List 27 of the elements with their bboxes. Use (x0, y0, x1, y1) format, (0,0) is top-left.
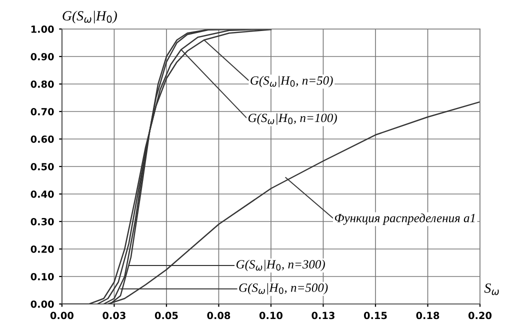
y-tick-label: 1.00 (31, 25, 54, 33)
annotation: G(S$_{ω}$|H$_{0}$, n=50) (250, 76, 333, 88)
x-tick-label: 0.08 (207, 312, 230, 320)
y-tick-label: 0.50 (30, 162, 54, 170)
y-tick-label: 0.40 (30, 190, 54, 198)
y-tick-label: 0.20 (30, 245, 54, 253)
y-tick-label: 0.10 (30, 272, 54, 280)
y-axis-title: G(S$_{ω}$|H$_{0}$) (62, 10, 117, 24)
x-tick-label: 0.10 (259, 312, 283, 320)
x-tick-label: 0.03 (102, 312, 126, 320)
y-tick-label: 0.30 (30, 218, 54, 226)
y-tick-label: 0.00 (30, 300, 54, 308)
annotation: G(S$_{ω}$|H$_{0}$, n=100) (248, 113, 337, 125)
annotation: G(S$_{ω}$|H$_{0}$, n=300) (236, 260, 325, 272)
annotation: G(S$_{ω}$|H$_{0}$, n=500) (239, 283, 328, 294)
annotation: Функция распределения a1 (334, 213, 475, 225)
x-axis-title: S$_{ω}$ (484, 283, 499, 296)
y-tick-label: 0.90 (30, 52, 54, 60)
x-tick-label: 0.20 (468, 312, 492, 320)
y-tick-label: 0.80 (30, 80, 54, 88)
x-tick-label: 0.13 (312, 312, 334, 320)
x-tick-label: 0.05 (154, 312, 178, 320)
x-tick-label: 0.15 (364, 312, 387, 320)
x-tick-label: 0.18 (416, 312, 440, 320)
y-tick-label: 0.70 (30, 108, 54, 116)
y-tick-label: 0.60 (30, 135, 54, 143)
x-tick-label: 0.00 (50, 312, 74, 320)
